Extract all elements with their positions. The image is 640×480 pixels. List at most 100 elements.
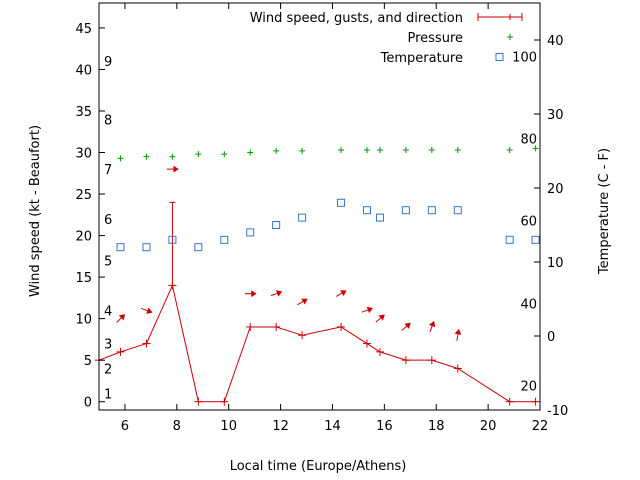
wind-direction-arrow <box>454 328 462 341</box>
pressure-point <box>428 147 435 154</box>
temperature-point <box>116 243 125 252</box>
legend: Wind speed, gusts, and direction Pressure… <box>250 11 523 66</box>
x-tick-label: 14 <box>324 419 341 434</box>
pressure-point <box>117 155 124 162</box>
wind-speed-point <box>272 322 281 331</box>
wind-direction-arrow <box>270 290 283 297</box>
wind-speed-point <box>531 397 540 406</box>
pressure-point <box>221 151 228 158</box>
temperature-point <box>220 235 229 244</box>
pressure-point <box>143 153 150 160</box>
legend-temperature-sample <box>495 53 504 61</box>
wind-speed-point <box>401 356 410 365</box>
y-tick-label: 10 <box>75 313 92 328</box>
pressure-point <box>532 145 539 152</box>
fahrenheit-label: 20 <box>520 380 537 395</box>
wind-direction-arrow <box>361 306 374 314</box>
beaufort-label: 6 <box>104 213 112 228</box>
y2-tick-label: 10 <box>547 256 564 271</box>
plot-frame <box>98 2 541 411</box>
axes: 6 8 10 12 14 16 18 20 22051015202530354045-10010… <box>75 2 568 434</box>
fahrenheit-label: 100 <box>512 50 537 65</box>
temperature-point <box>142 243 151 252</box>
y2-tick-label: 0 <box>547 330 555 345</box>
fahrenheit-label: 60 <box>520 215 537 230</box>
temperature-point <box>272 221 281 229</box>
wind-direction-arrow <box>297 298 308 306</box>
temperature-point <box>168 235 177 244</box>
y-tick-label: 20 <box>75 230 92 245</box>
y-tick-label: 30 <box>75 147 92 162</box>
pressure-point <box>376 147 383 154</box>
wind-direction-arrow <box>401 322 411 331</box>
temperature-point <box>427 206 436 215</box>
wind-speed-point <box>337 322 346 331</box>
x-tick-label: 18 <box>428 419 445 434</box>
wind-speed-point <box>220 397 229 406</box>
legend-entry-label: Pressure <box>407 31 463 46</box>
pressure-point <box>273 147 280 154</box>
pressure-point <box>454 147 461 154</box>
pressure-point <box>338 147 345 154</box>
pressure-point <box>195 151 202 158</box>
legend-pressure-sample <box>507 34 513 40</box>
x-tick-label: 12 <box>272 419 289 434</box>
y-tick-label: 45 <box>75 22 92 37</box>
temperature-point <box>298 213 307 222</box>
y2-tick-label: 40 <box>547 34 564 49</box>
wind-speed-point <box>142 339 151 348</box>
y2-tick-label: -10 <box>547 404 568 419</box>
temperature-point <box>453 206 462 215</box>
gust-bar <box>169 201 176 286</box>
x-tick-label: 8 <box>173 419 181 434</box>
beaufort-label: 8 <box>104 113 112 128</box>
legend-wind-sample <box>477 13 523 21</box>
x-tick-label: 16 <box>376 419 393 434</box>
pressure-point <box>363 147 370 154</box>
wind-speed-point <box>246 322 255 331</box>
beaufort-label: 3 <box>104 338 112 353</box>
temperature-point <box>362 206 371 215</box>
y-tick-label: 35 <box>75 105 92 120</box>
wind-speed-point <box>453 364 462 373</box>
temperature-point <box>194 243 203 252</box>
y-tick-label: 0 <box>84 396 92 411</box>
wind-direction-arrow <box>336 290 347 297</box>
beaufort-label: 9 <box>104 55 112 70</box>
beaufort-label: 5 <box>104 254 112 269</box>
wind-speed-point <box>427 356 436 365</box>
x-tick-label: 10 <box>220 419 237 434</box>
wind-direction-arrow <box>244 290 257 298</box>
x-axis-label: Local time (Europe/Athens) <box>230 459 407 474</box>
temperature-point <box>505 235 514 244</box>
pressure-point <box>247 149 254 156</box>
wind-direction-arrow <box>166 165 179 173</box>
fahrenheit-label: 40 <box>520 297 537 312</box>
y2-axis-label: Temperature (C - F) <box>597 148 612 275</box>
temperature-point <box>246 228 255 237</box>
wind-direction-arrow <box>141 307 153 314</box>
y-tick-label: 40 <box>75 63 92 78</box>
pressure-point <box>506 147 513 154</box>
wind-speed-point <box>116 347 125 356</box>
wind-direction-arrow <box>116 314 126 323</box>
beaufort-label: 1 <box>104 387 112 402</box>
temperature-point <box>401 206 410 215</box>
y-tick-label: 15 <box>75 271 92 286</box>
x-tick-label: 22 <box>532 419 549 434</box>
y-tick-label: 5 <box>84 354 92 369</box>
pressure-point <box>169 153 176 160</box>
wind-speed-point <box>298 331 307 340</box>
x-tick-label: 20 <box>480 419 497 434</box>
legend-entry-label: Wind speed, gusts, and direction <box>250 11 463 26</box>
temperature-point <box>531 235 540 244</box>
fahrenheit-label: 80 <box>520 132 537 147</box>
temperature-point <box>337 198 346 207</box>
beaufort-label: 4 <box>104 304 112 319</box>
wind-speed-point <box>194 397 203 406</box>
pressure-point <box>402 147 409 154</box>
y2-tick-label: 20 <box>547 182 564 197</box>
wind-direction-arrow <box>428 320 436 333</box>
wind-speed-point <box>505 397 514 406</box>
